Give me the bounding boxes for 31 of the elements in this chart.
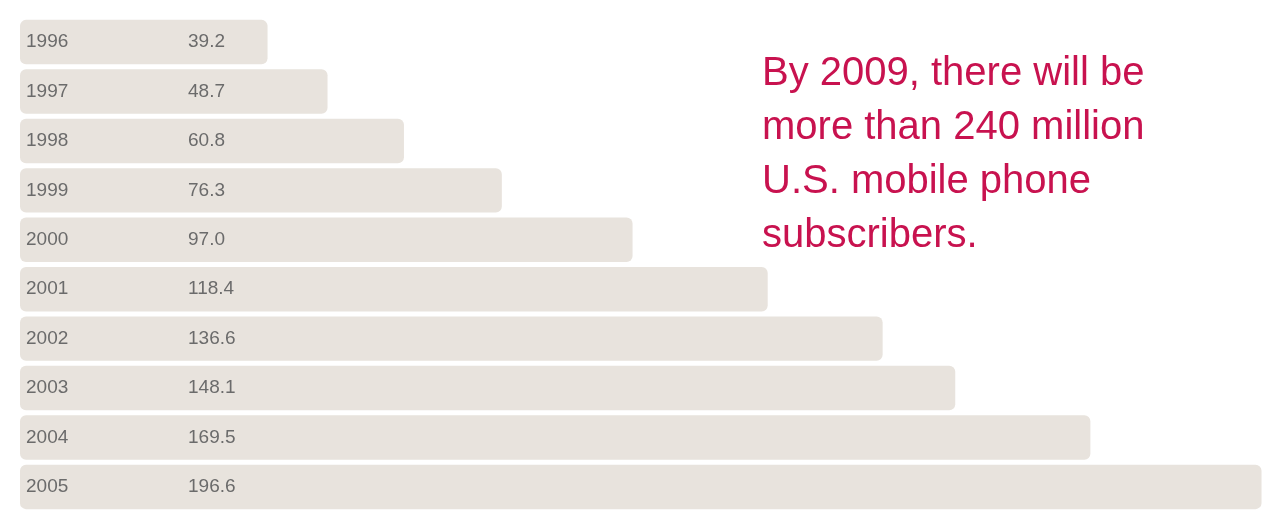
bar bbox=[20, 217, 633, 263]
y-tick-label: 1998 bbox=[26, 129, 69, 151]
y-tick-label: 2001 bbox=[26, 277, 69, 299]
y-tick-label: 2000 bbox=[26, 228, 69, 250]
y-tick-label: 2004 bbox=[26, 425, 69, 447]
data-label: 48.7 bbox=[188, 79, 225, 101]
bar bbox=[20, 168, 502, 213]
bar bbox=[20, 415, 1091, 460]
bar bbox=[20, 365, 956, 411]
bar bbox=[20, 464, 1262, 510]
data-label: 60.8 bbox=[188, 129, 225, 151]
y-tick-label: 2005 bbox=[26, 475, 69, 497]
y-tick-label: 2003 bbox=[26, 376, 69, 398]
bar bbox=[20, 69, 328, 114]
y-tick-label: 1999 bbox=[26, 178, 69, 200]
data-label: 39.2 bbox=[188, 30, 225, 52]
bar bbox=[20, 19, 268, 65]
y-tick-label: 1997 bbox=[26, 79, 69, 101]
y-tick-label: 2002 bbox=[26, 326, 69, 348]
bar bbox=[20, 266, 768, 312]
data-label: 118.4 bbox=[188, 277, 235, 299]
bar bbox=[20, 316, 883, 361]
data-label: 148.1 bbox=[188, 376, 236, 398]
data-label: 76.3 bbox=[188, 178, 225, 200]
text: By 2009, there will be more than 240 million U.S. mobile phone subscribers. bbox=[762, 48, 1146, 257]
y-tick-label: 1996 bbox=[26, 30, 69, 52]
data-label: 97.0 bbox=[188, 228, 225, 250]
bar bbox=[20, 118, 404, 164]
data-label: 136.6 bbox=[188, 326, 236, 348]
data-label: 169.5 bbox=[188, 425, 236, 447]
data-label: 196.6 bbox=[188, 475, 236, 497]
